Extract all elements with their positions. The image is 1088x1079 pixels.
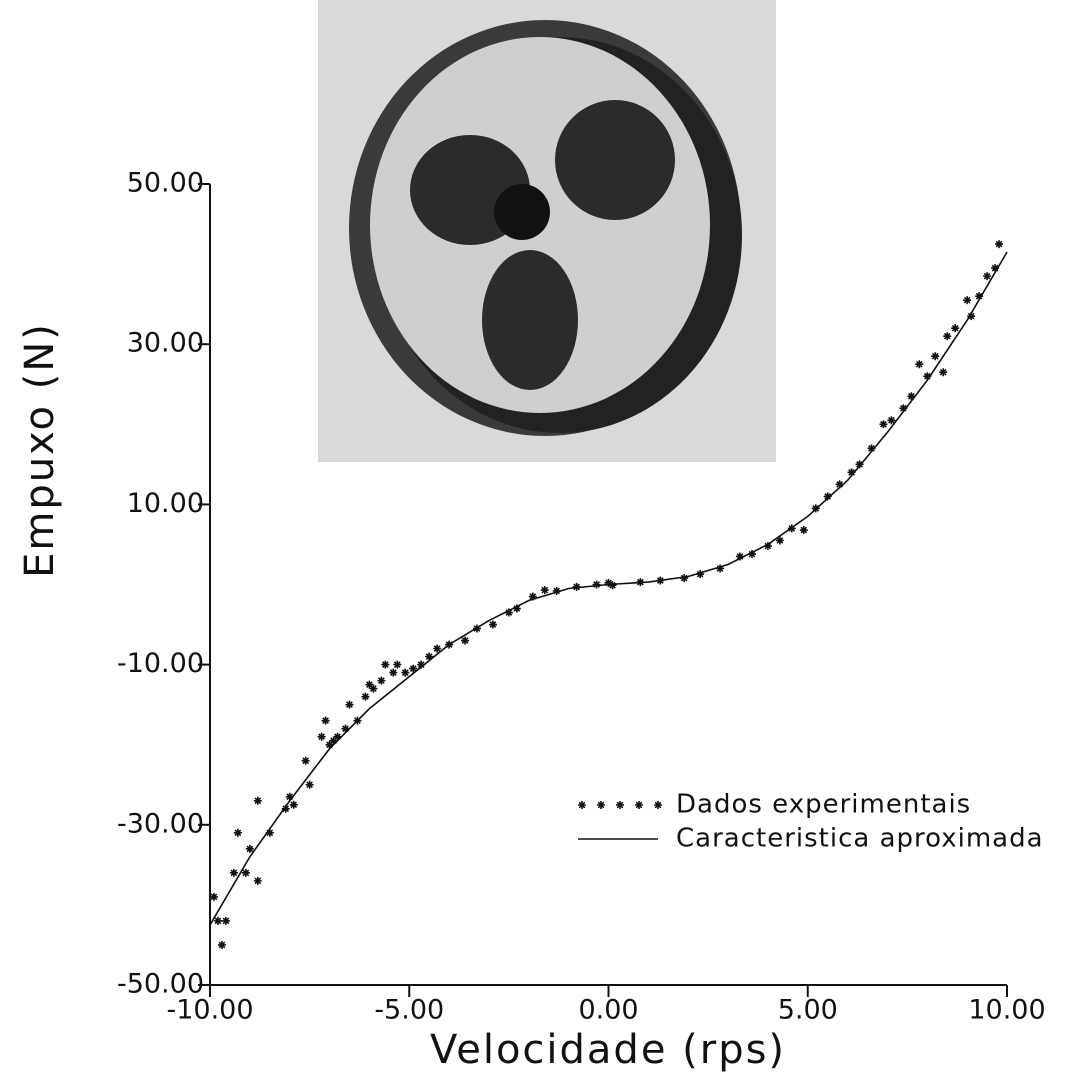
data-point — [285, 792, 294, 801]
data-point — [317, 732, 326, 741]
thruster-photo — [318, 0, 776, 462]
data-point — [488, 620, 497, 629]
data-point — [401, 668, 410, 677]
data-point — [229, 868, 238, 877]
data-point — [680, 574, 689, 583]
y-tick-label: 30.00 — [127, 328, 204, 359]
legend-marker — [635, 801, 643, 809]
data-point — [217, 940, 226, 949]
data-point — [417, 660, 426, 669]
data-point — [389, 668, 398, 677]
data-point — [943, 332, 952, 341]
data-point — [504, 608, 513, 617]
data-point — [847, 468, 856, 477]
data-point — [747, 550, 756, 559]
x-tick-label: -10.00 — [166, 995, 253, 1026]
data-point — [799, 526, 808, 535]
data-point — [512, 604, 521, 613]
data-point — [931, 352, 940, 361]
data-point — [855, 460, 864, 469]
data-point — [775, 536, 784, 545]
data-point — [763, 542, 772, 551]
x-axis-title: Velocidade (rps) — [430, 1027, 786, 1073]
data-point — [923, 372, 932, 381]
y-tick-label: -10.00 — [117, 648, 204, 679]
legend-marker — [654, 801, 662, 809]
data-point — [975, 292, 984, 301]
data-point — [939, 368, 948, 377]
data-point — [461, 636, 470, 645]
data-point — [899, 404, 908, 413]
data-point — [867, 444, 876, 453]
x-tick-label: 0.00 — [578, 995, 638, 1026]
data-point — [289, 800, 298, 809]
data-point — [253, 796, 262, 805]
data-point — [409, 664, 418, 673]
data-point — [329, 736, 338, 745]
x-tick-label: 10.00 — [968, 995, 1045, 1026]
data-point — [209, 892, 218, 901]
data-point — [241, 868, 250, 877]
data-point — [887, 416, 896, 425]
data-point — [907, 392, 916, 401]
data-point — [245, 844, 254, 853]
y-axis-title: Empuxo (N) — [17, 322, 63, 578]
legend-marker — [597, 801, 605, 809]
data-point — [301, 756, 310, 765]
data-point — [325, 740, 334, 749]
data-point — [425, 652, 434, 661]
data-point — [696, 570, 705, 579]
data-point — [281, 804, 290, 813]
data-point — [361, 692, 370, 701]
data-point — [333, 732, 342, 741]
data-point — [341, 724, 350, 733]
x-tick-label: -5.00 — [374, 995, 444, 1026]
data-point — [377, 676, 386, 685]
data-point — [991, 264, 1000, 273]
data-point — [604, 578, 613, 587]
data-point — [835, 480, 844, 489]
data-point — [253, 876, 262, 885]
y-tick-label: 50.00 — [127, 168, 204, 199]
data-point — [345, 700, 354, 709]
data-point — [592, 580, 601, 589]
data-point — [433, 644, 442, 653]
data-point — [393, 660, 402, 669]
data-point — [823, 492, 832, 501]
data-point — [213, 916, 222, 925]
data-point — [983, 272, 992, 281]
y-tick-label: -30.00 — [117, 808, 204, 839]
data-point — [736, 552, 745, 561]
legend-label: Caracteristica aproximada — [676, 824, 1044, 854]
data-point — [305, 780, 314, 789]
data-point — [716, 564, 725, 573]
data-point — [365, 680, 374, 689]
data-point — [963, 296, 972, 305]
data-point — [265, 828, 274, 837]
data-point — [951, 324, 960, 333]
y-tick-label: 10.00 — [127, 488, 204, 519]
data-point — [321, 716, 330, 725]
x-tick-label: 5.00 — [778, 995, 838, 1026]
data-point — [608, 581, 617, 590]
data-point — [552, 586, 561, 595]
data-point — [915, 360, 924, 369]
data-point — [233, 828, 242, 837]
legend-label: Dados experimentais — [676, 790, 971, 820]
legend-marker — [616, 801, 624, 809]
data-point — [528, 592, 537, 601]
data-point — [995, 240, 1004, 249]
data-point — [540, 586, 549, 595]
fit-line — [209, 251, 1008, 926]
data-point — [879, 420, 888, 429]
data-point — [967, 312, 976, 321]
data-point — [221, 916, 230, 925]
y-tick-label: -50.00 — [117, 969, 204, 1000]
legend-marker — [578, 801, 586, 809]
data-point — [369, 684, 378, 693]
data-point — [381, 660, 390, 669]
